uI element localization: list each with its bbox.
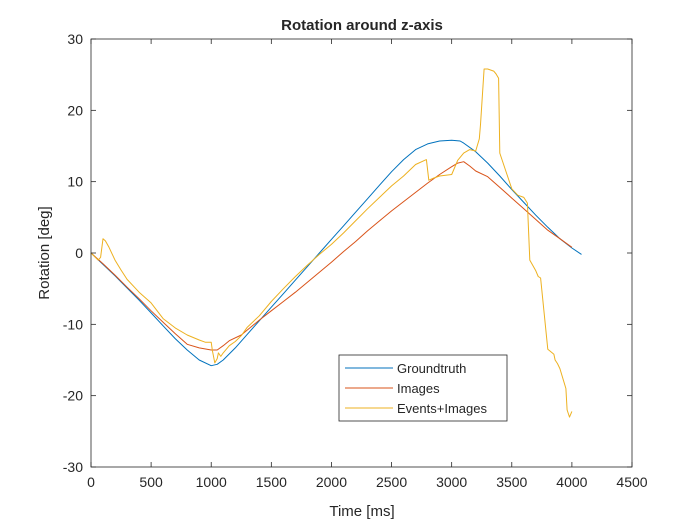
x-tick-label: 1500 [256,474,287,490]
legend-label-1: Groundtruth [397,361,466,376]
legend-label-3: Events+Images [397,401,487,416]
y-tick-label: -20 [63,388,83,404]
legend: Groundtruth Images Events+Images [338,354,508,422]
legend-label-2: Images [397,381,440,396]
y-tick-label: 0 [75,245,83,261]
y-tick-label: 10 [67,174,83,190]
x-tick-label: 1000 [196,474,227,490]
x-tick-label: 4500 [616,474,647,490]
chart-title: Rotation around z-axis [281,17,443,34]
series-layer [90,68,582,418]
y-tick-label: 20 [67,102,83,118]
y-axis-label: Rotation [deg] [36,206,53,299]
axes-layer: 0 500 1000 1500 2000 2500 3000 3500 4000 4500 -30 -… [63,31,648,490]
series-line-1 [90,139,582,367]
series-line-3 [90,68,573,418]
y-tick-label: -30 [63,459,83,475]
x-tick-label: 3000 [436,474,467,490]
x-tick-label: 4000 [556,474,587,490]
x-tick-label: 3500 [496,474,527,490]
y-tick-label: 30 [67,31,83,47]
x-axis-label: Time [ms] [329,503,394,520]
y-tick-label: -10 [63,316,83,332]
x-tick-label: 500 [139,474,163,490]
series-line-2 [90,161,573,351]
x-tick-label: 2000 [316,474,347,490]
x-tick-label: 0 [87,474,95,490]
x-tick-label: 2500 [376,474,407,490]
